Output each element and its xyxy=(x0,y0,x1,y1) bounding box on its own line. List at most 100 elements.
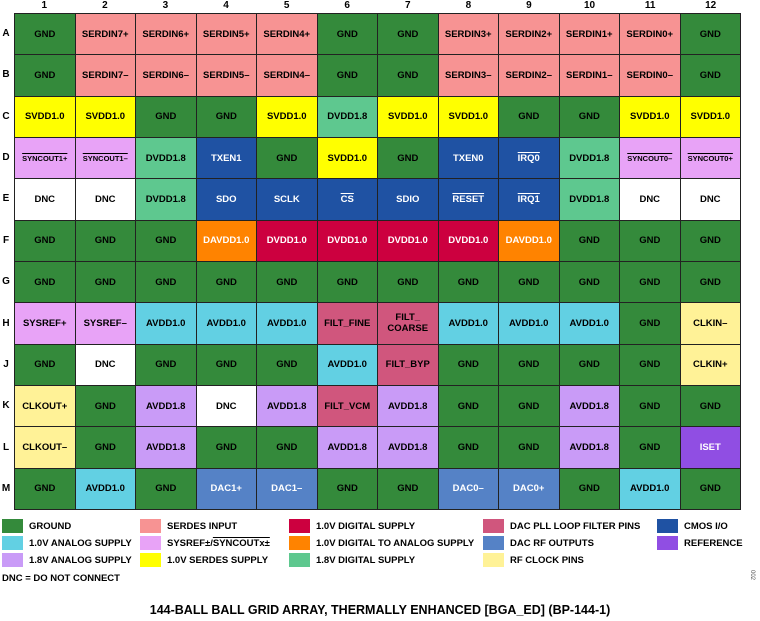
legend-text: DAC PLL LOOP FILTER PINS xyxy=(510,520,641,532)
ball-label: DNC xyxy=(34,193,56,205)
legend-label: REFERENCE xyxy=(684,538,743,549)
ball-label: SVDD1.0 xyxy=(85,111,126,123)
column-label: 8 xyxy=(465,0,472,11)
diagram-title: 144-BALL BALL GRID ARRAY, THERMALLY ENHA… xyxy=(149,603,611,617)
column-label: 1 xyxy=(41,0,48,11)
legend-swatch xyxy=(483,553,504,567)
ball-label: AVDD1.0 xyxy=(146,317,186,329)
ball-label: AVDD1.8 xyxy=(146,400,186,412)
ball-D10: DVDD1.8 xyxy=(559,137,619,179)
row-label: D xyxy=(2,151,10,163)
ball-B1: GND xyxy=(15,55,75,96)
ball-label: DNC xyxy=(94,193,116,205)
ball-F8: DVDD1.0 xyxy=(438,220,498,261)
ball-J6: AVDD1.0 xyxy=(317,344,377,385)
ball-label: SERDIN0+ xyxy=(626,28,674,40)
ball-M10: GND xyxy=(559,468,619,509)
ball-L2: GND xyxy=(75,427,135,468)
ball-E8: RESET xyxy=(438,179,498,220)
column-label: 11 xyxy=(644,0,656,11)
ball-B8: SERDIN3– xyxy=(438,55,498,96)
ball-M3: GND xyxy=(136,468,196,509)
ball-K12: GND xyxy=(680,385,740,427)
ball-J1: GND xyxy=(15,344,75,385)
ball-A9: SERDIN2+ xyxy=(499,14,559,55)
ball-A12: GND xyxy=(680,14,740,55)
ball-A3: SERDIN6+ xyxy=(136,14,196,55)
ball-label: GND xyxy=(699,276,721,288)
legend-label: 1.8V DIGITAL SUPPLY xyxy=(316,555,415,566)
legend-label: 1.0V DIGITAL SUPPLY xyxy=(316,521,415,532)
ball-H2: SYSREF– xyxy=(75,303,135,344)
ball-M5: DAC1– xyxy=(257,468,317,509)
ball-G9: GND xyxy=(499,261,559,303)
ball-label: DAC1+ xyxy=(210,483,242,495)
ball-label: GND xyxy=(215,276,237,288)
ball-D2: SYNCOUT1– xyxy=(75,137,135,179)
ball-label: DVDD1.8 xyxy=(327,111,368,123)
legend-swatch xyxy=(483,519,504,533)
ball-label: GND xyxy=(215,441,237,453)
legend-item: 1.8V DIGITAL SUPPLY xyxy=(289,553,415,567)
ball-L11: GND xyxy=(620,427,680,468)
ball-M4: DAC1+ xyxy=(196,468,256,509)
ball-J9: GND xyxy=(499,344,559,385)
ball-F11: GND xyxy=(620,220,680,261)
ball-C2: SVDD1.0 xyxy=(75,96,135,137)
legend-swatch xyxy=(140,519,161,533)
ball-J8: GND xyxy=(438,344,498,385)
ball-label: AVDD1.0 xyxy=(85,483,125,495)
legend-item: SYSREF±/SYNCOUTx± xyxy=(140,536,270,550)
ball-label: GND xyxy=(457,441,479,453)
ball-label: GND xyxy=(518,400,540,412)
ball-label: AVDD1.8 xyxy=(267,400,307,412)
ball-F4: DAVDD1.0 xyxy=(196,220,256,261)
ball-F1: GND xyxy=(15,220,75,261)
ball-C6: DVDD1.8 xyxy=(317,96,377,137)
ball-label: GND xyxy=(699,483,721,495)
ball-label: CLKOUT+ xyxy=(22,400,68,412)
ball-label: GND xyxy=(336,69,358,81)
ball-B5: SERDIN4– xyxy=(257,55,317,96)
ball-label: DAC0– xyxy=(452,483,484,495)
ball-label: AVDD1.8 xyxy=(146,441,186,453)
ball-label: GND xyxy=(639,359,661,371)
ball-label: AVDD1.8 xyxy=(388,400,428,412)
ball-label: GND xyxy=(578,483,600,495)
column-label: 3 xyxy=(162,0,169,11)
ball-label: SVDD1.0 xyxy=(327,152,368,164)
ball-label: SVDD1.0 xyxy=(24,111,65,123)
ball-label: SERDIN0– xyxy=(626,69,673,81)
row-label: A xyxy=(2,27,10,39)
ball-M9: DAC0+ xyxy=(499,468,559,509)
ball-label: GND xyxy=(276,276,298,288)
legend-label: DAC PLL LOOP FILTER PINS xyxy=(510,521,640,532)
ball-label: SYNCOUT1– xyxy=(82,153,128,163)
ball-C5: SVDD1.0 xyxy=(257,96,317,137)
ball-L9: GND xyxy=(499,427,559,468)
column-label: 12 xyxy=(705,0,717,11)
legend-item: 1.0V DIGITAL TO ANALOG SUPPLY xyxy=(289,536,474,550)
ball-label: GND xyxy=(639,235,661,247)
legend-text: 1.0V DIGITAL SUPPLY xyxy=(316,520,416,532)
ball-label: GND xyxy=(34,235,56,247)
ball-label: GND xyxy=(34,483,56,495)
ball-label: SERDIN3– xyxy=(445,69,492,81)
ball-B2: SERDIN7– xyxy=(75,55,135,96)
ball-label: GND xyxy=(94,400,116,412)
ball-label: GND xyxy=(518,359,540,371)
ball-label: SERDIN4– xyxy=(263,69,310,81)
row-label: L xyxy=(2,441,10,453)
legend-label: CMOS I/O xyxy=(684,521,728,532)
legend-text: 1.0V DIGITAL TO ANALOG SUPPLY xyxy=(316,537,475,549)
legend-text: SYSREF±/ xyxy=(167,537,213,549)
row-label: C xyxy=(2,110,10,122)
ball-E2: DNC xyxy=(75,179,135,220)
ball-label: TXEN0 xyxy=(452,152,484,164)
ball-label: CS xyxy=(340,193,354,205)
ball-J2: DNC xyxy=(75,344,135,385)
legend-text: CMOS I/O xyxy=(684,520,728,532)
ball-C10: GND xyxy=(559,96,619,137)
ball-label: SCLK xyxy=(273,193,300,205)
ball-label: FILT_BYP xyxy=(385,359,430,371)
